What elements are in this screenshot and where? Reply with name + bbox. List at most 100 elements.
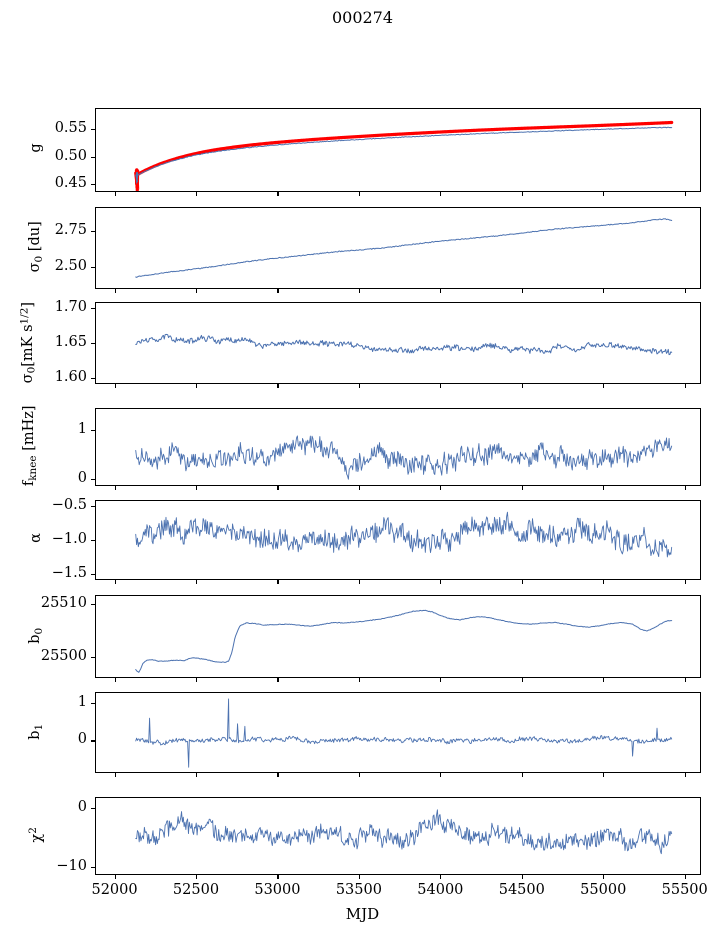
y-tick-mark	[91, 479, 95, 481]
x-tick-mark	[440, 384, 442, 388]
series-b1	[135, 698, 673, 768]
plot-panel-σ	[95, 207, 701, 289]
plot-panel-f	[95, 408, 701, 486]
x-tick-mark	[277, 678, 279, 682]
x-tick-mark	[277, 580, 279, 584]
y-tick-mark	[91, 129, 95, 131]
x-tick-mark	[684, 384, 686, 388]
y-tick-mark	[91, 656, 95, 658]
y-tick-mark	[91, 184, 95, 186]
plot-panel-b	[95, 595, 701, 678]
x-tick-mark	[684, 486, 686, 490]
x-tick-mark	[521, 875, 523, 879]
x-tick-mark	[114, 580, 116, 584]
y-tick-mark	[91, 230, 95, 232]
x-tick-mark	[358, 773, 360, 777]
x-tick-label: 52500	[172, 882, 220, 898]
y-tick-mark	[91, 573, 95, 575]
y-tick-label: 1.60	[54, 368, 87, 385]
x-tick-mark	[114, 875, 116, 879]
y-tick-mark	[91, 506, 95, 508]
x-tick-mark	[440, 289, 442, 293]
x-tick-mark	[440, 486, 442, 490]
y-tick-label: −1.0	[51, 531, 87, 547]
x-tick-label: 53000	[254, 882, 301, 898]
x-tick-mark	[277, 192, 279, 196]
x-tick-mark	[358, 384, 360, 388]
x-tick-mark	[603, 580, 605, 584]
x-tick-mark	[603, 678, 605, 682]
plot-panel-b	[95, 692, 701, 773]
y-tick-label: 0.45	[54, 175, 87, 192]
x-tick-mark	[603, 486, 605, 490]
x-tick-mark	[114, 678, 116, 682]
x-tick-mark	[440, 192, 442, 196]
x-tick-mark	[114, 192, 116, 196]
x-tick-mark	[277, 384, 279, 388]
x-tick-mark	[521, 486, 523, 490]
x-tick-mark	[358, 580, 360, 584]
y-tick-label: 1.65	[54, 334, 87, 350]
x-tick-mark	[521, 678, 523, 682]
x-tick-mark	[196, 773, 198, 777]
y-tick-label: 1	[77, 694, 87, 711]
y-tick-label: 2.75	[54, 221, 87, 238]
x-tick-mark	[358, 875, 360, 879]
x-tick-mark	[603, 192, 605, 196]
y-tick-mark	[91, 603, 95, 606]
y-tick-label: −10	[56, 857, 87, 874]
y-tick-label: 0	[77, 798, 87, 815]
y-tick-mark	[91, 308, 95, 310]
series-alpha	[135, 511, 673, 558]
y-tick-label: 2.50	[54, 257, 87, 274]
x-tick-mark	[684, 580, 686, 584]
y-tick-mark	[91, 740, 95, 742]
x-tick-mark	[196, 289, 198, 293]
x-tick-mark	[440, 875, 442, 879]
series-chi2	[135, 809, 673, 855]
plot-panel-g	[95, 108, 701, 192]
x-tick-mark	[521, 580, 523, 584]
x-tick-mark	[358, 486, 360, 490]
y-tick-mark	[91, 156, 95, 158]
y-tick-label: 0.55	[54, 120, 87, 137]
x-tick-mark	[521, 192, 523, 196]
y-tick-label: −1.5	[51, 564, 87, 581]
y-tick-label: 1	[77, 420, 87, 437]
x-tick-mark	[603, 384, 605, 388]
x-tick-mark	[358, 289, 360, 293]
x-tick-mark	[114, 384, 116, 388]
x-tick-mark	[277, 486, 279, 490]
x-tick-label: 53500	[335, 882, 382, 898]
y-tick-label: 0	[77, 731, 87, 748]
x-tick-mark	[521, 773, 523, 777]
x-tick-label: 52000	[91, 882, 138, 898]
x-tick-mark	[277, 773, 279, 777]
y-tick-label: 1.70	[54, 299, 87, 316]
y-tick-mark	[91, 540, 95, 542]
series-b0	[135, 609, 673, 673]
x-tick-mark	[196, 678, 198, 682]
x-tick-mark	[684, 192, 686, 196]
x-tick-mark	[603, 773, 605, 777]
series-sigma0_mKs	[135, 333, 673, 356]
x-tick-mark	[196, 384, 198, 388]
x-tick-mark	[684, 875, 686, 879]
y-tick-mark	[91, 343, 95, 345]
x-tick-mark	[440, 773, 442, 777]
series-f_knee	[135, 435, 673, 480]
x-tick-mark	[277, 289, 279, 293]
x-tick-label: 55500	[661, 882, 708, 898]
x-tick-mark	[358, 678, 360, 682]
series-g_model	[134, 120, 674, 191]
x-tick-mark	[196, 580, 198, 584]
x-tick-mark	[603, 289, 605, 293]
y-tick-mark	[91, 703, 95, 705]
series-g_data	[135, 126, 673, 184]
x-tick-mark	[114, 486, 116, 490]
plot-panel-σ	[95, 302, 701, 384]
x-tick-mark	[684, 678, 686, 682]
x-tick-label: 54000	[417, 882, 464, 898]
y-axis-label-7: χ2	[27, 827, 45, 843]
